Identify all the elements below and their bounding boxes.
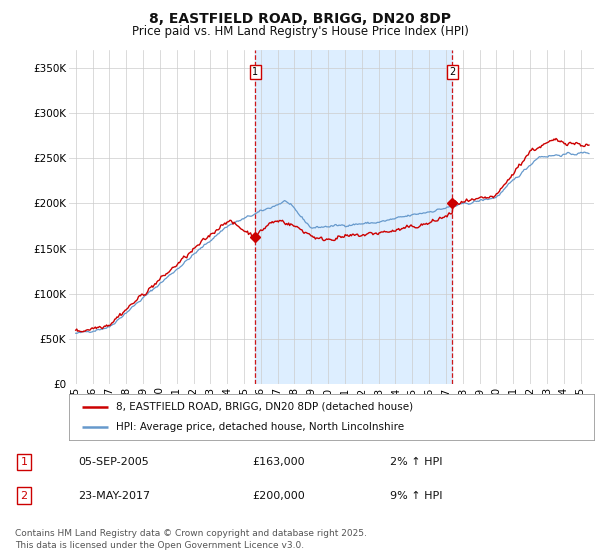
Text: £163,000: £163,000 (252, 457, 305, 467)
Bar (256, 50, 452, 384)
Text: 1: 1 (20, 457, 28, 467)
Text: HPI: Average price, detached house, North Lincolnshire: HPI: Average price, detached house, Nort… (116, 422, 404, 432)
Text: 2: 2 (449, 67, 455, 77)
Text: 2% ↑ HPI: 2% ↑ HPI (390, 457, 443, 467)
Text: 9% ↑ HPI: 9% ↑ HPI (390, 491, 443, 501)
Text: 8, EASTFIELD ROAD, BRIGG, DN20 8DP (detached house): 8, EASTFIELD ROAD, BRIGG, DN20 8DP (deta… (116, 402, 413, 412)
Text: 8, EASTFIELD ROAD, BRIGG, DN20 8DP: 8, EASTFIELD ROAD, BRIGG, DN20 8DP (149, 12, 451, 26)
Text: 1: 1 (253, 67, 259, 77)
Text: Contains HM Land Registry data © Crown copyright and database right 2025.
This d: Contains HM Land Registry data © Crown c… (15, 529, 367, 550)
Text: £200,000: £200,000 (252, 491, 305, 501)
Text: 23-MAY-2017: 23-MAY-2017 (78, 491, 150, 501)
Text: 05-SEP-2005: 05-SEP-2005 (78, 457, 149, 467)
Text: 2: 2 (20, 491, 28, 501)
Text: Price paid vs. HM Land Registry's House Price Index (HPI): Price paid vs. HM Land Registry's House … (131, 25, 469, 38)
